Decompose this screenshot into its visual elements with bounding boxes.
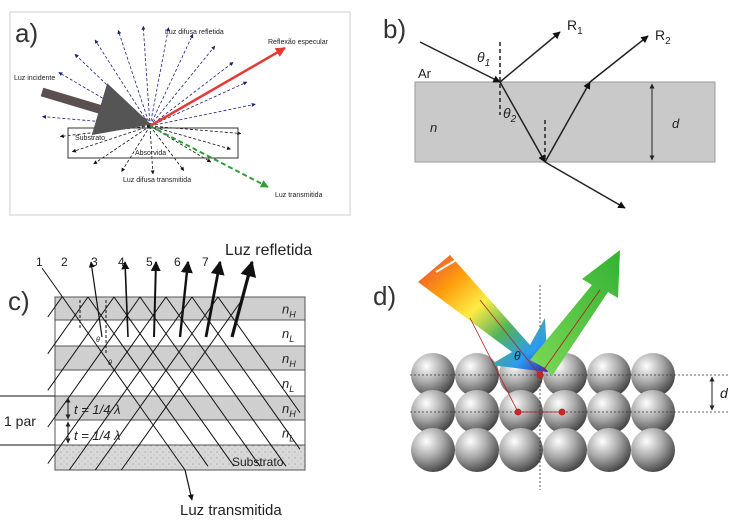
layer-label: L [289, 384, 294, 394]
atom-dot [537, 372, 543, 378]
label: Luz refletida [225, 242, 312, 259]
ray-number: 4 [118, 255, 125, 269]
label: t = 1/4 λ [74, 428, 121, 443]
layer-label: n [282, 401, 289, 416]
ray-number: 7 [202, 255, 209, 269]
atom [587, 428, 631, 472]
layer-label: H [289, 359, 296, 369]
atom [587, 390, 631, 434]
reflected-ray [500, 32, 560, 82]
label: Ar [418, 66, 432, 81]
label: Luz difusa refletida [165, 29, 224, 36]
label: Luz transmitida [275, 192, 323, 199]
panel-label: b) [383, 14, 406, 44]
layer [55, 370, 305, 396]
label: 1 [485, 58, 491, 69]
reflected-ray [590, 36, 648, 82]
label: d [672, 116, 680, 131]
panel-a: a) Luz difusa refletida Reflexão especul… [10, 12, 350, 215]
ray-number: 1 [36, 255, 43, 269]
layer-label: H [289, 409, 296, 419]
atom [455, 390, 499, 434]
label: n [430, 120, 437, 135]
layer-label: L [289, 334, 294, 344]
ray-number: 6 [174, 255, 181, 269]
panel-d: d) θ d [373, 245, 730, 490]
label: Substrato [75, 135, 105, 142]
atom [411, 390, 455, 434]
label: θ [514, 349, 521, 363]
label: θ [108, 360, 112, 367]
ray-number: 2 [61, 255, 68, 269]
figure: a) Luz difusa refletida Reflexão especul… [0, 0, 733, 520]
layer-label: n [282, 302, 289, 317]
panel-label: d) [373, 281, 396, 311]
ray-number: 3 [91, 255, 98, 269]
label: Luz transmitida [180, 502, 282, 519]
label: 1 par [4, 413, 36, 429]
label: R [655, 27, 665, 43]
label: Luz difusa transmitida [123, 177, 191, 184]
label: R [567, 17, 577, 33]
label: Reflexão especular [268, 39, 329, 46]
panel-label: a) [15, 18, 38, 48]
label: 1 [577, 26, 583, 37]
label: 2 [665, 36, 671, 47]
atom [631, 428, 675, 472]
panel-label: c) [8, 286, 30, 316]
label: R2 [655, 27, 671, 47]
transmitted-ray [185, 470, 192, 500]
label: t = 1/4 λ [74, 402, 121, 417]
layer-label: n [282, 351, 289, 366]
film [415, 82, 715, 162]
label: θ [96, 337, 100, 344]
atom [455, 428, 499, 472]
label: Substrato [232, 455, 284, 469]
layer-label: n [282, 326, 289, 341]
atom [499, 428, 543, 472]
label: Luz incidente [14, 75, 55, 82]
atom [411, 428, 455, 472]
ray-number: 5 [146, 255, 153, 269]
atom-dot [515, 409, 521, 415]
layer-label: H [289, 310, 296, 320]
panel-b: b) R1 R2 θ1 θ2 Ar n d [383, 14, 715, 208]
transmitted-ray [545, 162, 625, 208]
label: θ1 [477, 49, 490, 69]
label: R1 [567, 17, 583, 37]
label: Absorvida [135, 150, 166, 157]
atom-dot [559, 409, 565, 415]
atom [631, 390, 675, 434]
label: d [720, 385, 729, 401]
label: 2 [510, 114, 517, 125]
atom [543, 428, 587, 472]
